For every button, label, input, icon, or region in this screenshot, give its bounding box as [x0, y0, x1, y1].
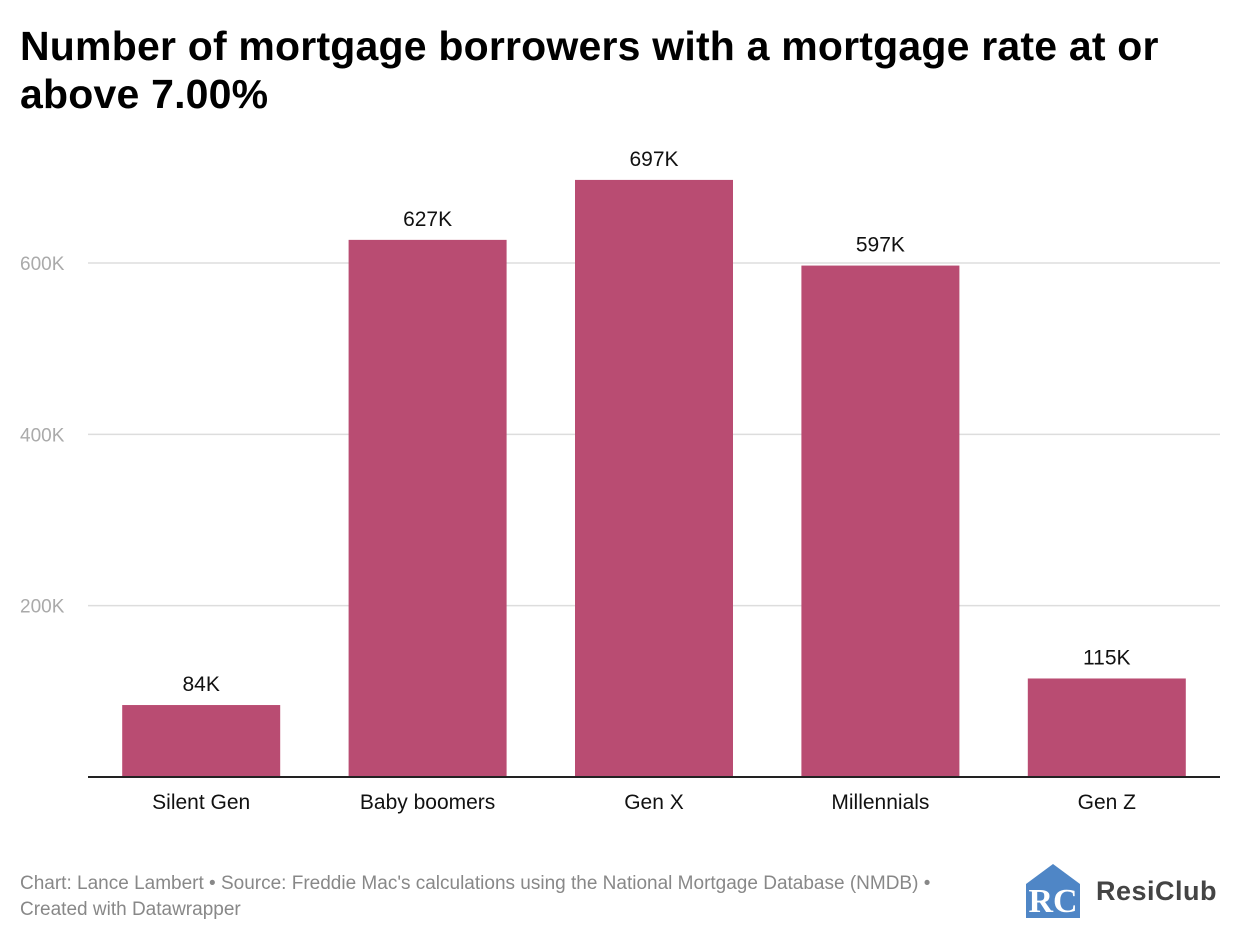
bar — [801, 265, 960, 777]
house-rc-logo-icon: RC — [1026, 864, 1080, 920]
data-label: 84K — [183, 673, 220, 696]
y-tick-label: 400K — [20, 425, 65, 446]
resiclub-logo: RC ResiClub — [1022, 862, 1222, 920]
y-tick-label: 200K — [20, 597, 65, 618]
data-label: 627K — [403, 208, 452, 231]
chart-title: Number of mortgage borrowers with a mort… — [20, 23, 1159, 117]
bar — [122, 705, 281, 777]
data-label: 597K — [856, 234, 905, 257]
bar-chart: 200K 400K 600K 84K 627K 697K 597K 115K Silent … — [20, 148, 1220, 814]
bar — [348, 239, 507, 777]
x-tick-label: Gen Z — [1078, 791, 1137, 814]
bars — [122, 179, 1186, 778]
x-tick-label: Baby boomers — [360, 791, 495, 814]
x-tick-label: Gen X — [624, 791, 684, 814]
chart-footer: Chart: Lance Lambert • Source: Freddie M… — [20, 873, 931, 920]
logo-text: ResiClub — [1096, 876, 1218, 906]
y-tick-label: 600K — [20, 254, 65, 275]
logo-mark-letters: RC — [1028, 883, 1077, 920]
bar — [575, 179, 733, 778]
data-label: 697K — [629, 148, 678, 171]
x-tick-label: Millennials — [831, 791, 929, 814]
bar — [1027, 678, 1186, 777]
x-axis-labels: Silent Gen Baby boomers Gen X Millennials Ge… — [152, 791, 1136, 814]
data-label: 115K — [1083, 646, 1131, 669]
x-tick-label: Silent Gen — [152, 791, 250, 814]
data-labels: 84K 627K 697K 597K 115K — [183, 148, 1131, 696]
